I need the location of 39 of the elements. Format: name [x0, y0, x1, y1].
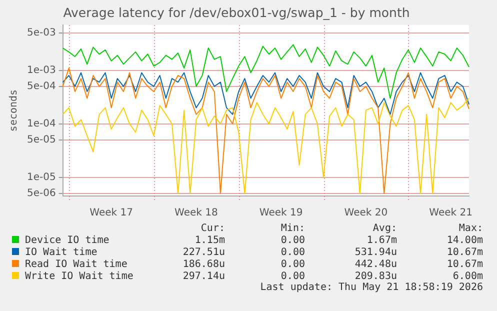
text: 1.15m — [194, 234, 225, 246]
legend-label: Device IO time — [24, 234, 110, 246]
text: Avg: — [372, 222, 397, 234]
text: Min: — [280, 222, 305, 234]
y-axis-title: seconds — [8, 89, 20, 132]
chart-title: Average latency for /dev/ebox01-vg/swap_1 - by month — [63, 4, 410, 20]
y-tick-label: 5e-06 — [26, 188, 56, 200]
y-tick-label: 1e-04 — [26, 118, 56, 130]
x-tick-label: Week 18 — [174, 208, 218, 219]
legend-label: IO Wait time — [24, 246, 98, 258]
x-tick-label: Week 21 — [429, 208, 472, 219]
text: 6.00m — [452, 270, 483, 282]
text: 209.83u — [354, 270, 397, 282]
y-tick-label: 5e-05 — [26, 134, 56, 146]
text: 0.00 — [280, 258, 305, 270]
text: 297.14u — [182, 270, 225, 282]
legend-label: Read IO Wait time — [24, 258, 128, 270]
x-tick-label: Week 17 — [90, 208, 133, 219]
legend-label: Write IO Wait time — [24, 270, 134, 282]
text: 442.48u — [354, 258, 397, 270]
text: Cur: — [200, 222, 225, 234]
text: 14.00m — [446, 234, 483, 246]
text: 531.94u — [354, 246, 397, 258]
y-tick-label: 5e-04 — [26, 80, 56, 92]
text: 186.68u — [182, 258, 225, 270]
text: 0.00 — [280, 246, 305, 258]
text: 227.51u — [182, 246, 225, 258]
y-tick-label: 1e-05 — [26, 172, 56, 184]
text: 1.67m — [366, 234, 397, 246]
x-tick-label: Week 19 — [259, 208, 303, 219]
text: 10.67m — [446, 258, 483, 270]
text: 0.00 — [280, 270, 305, 282]
y-tick-label: 5e-03 — [26, 27, 56, 38]
text: 10.67m — [446, 246, 483, 258]
y-tick-label: 1e-03 — [26, 64, 56, 76]
text: 0.00 — [280, 234, 305, 246]
x-tick-label: Week 20 — [344, 208, 388, 219]
text: Last update: Thu May 21 18:58:19 2026 — [260, 282, 483, 293]
text: Max: — [458, 222, 483, 234]
